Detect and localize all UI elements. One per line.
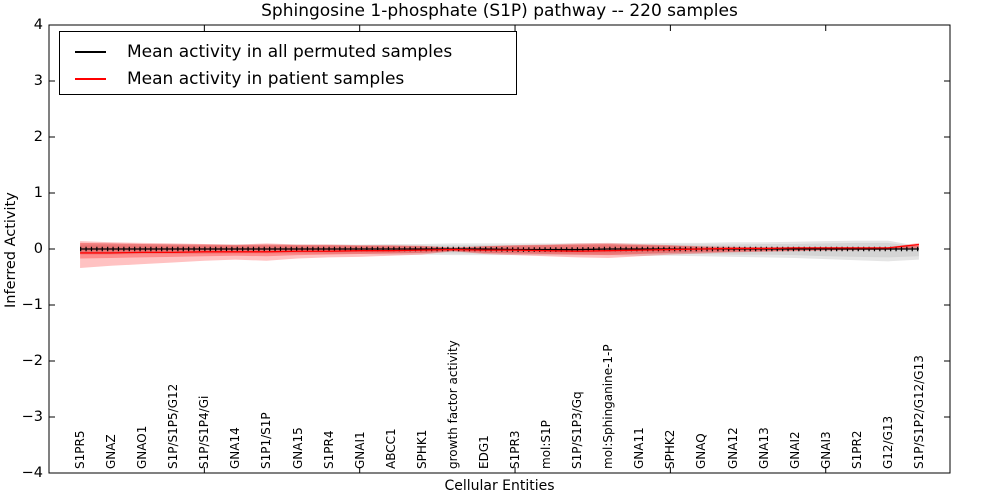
series-line [80,248,919,251]
x-category-label: SPHK1 [414,429,429,469]
x-category-label: growth factor activity [445,340,460,469]
x-category-label: GNAZ [104,434,119,469]
y-tick-label: −2 [21,353,43,369]
legend-line-red [75,78,106,80]
x-category-label: S1PR4 [321,430,336,469]
x-category-label: EDG1 [476,435,491,469]
x-category-label: S1P/S1P3/Gq [570,391,585,469]
legend-label: Mean activity in patient samples [127,69,405,89]
x-axis-label: Cellular Entities [444,478,555,494]
x-category-label: GNA15 [290,427,305,469]
x-category-label: GNA14 [228,427,243,469]
x-category-label: GNA13 [756,427,771,469]
y-tick-label: 0 [33,241,43,257]
y-tick-label: −1 [21,297,43,313]
legend-line-black [75,51,106,53]
x-category-label: S1PR2 [849,430,864,469]
x-category-label: S1P/S1P5/G12 [166,383,181,469]
confidence-band-patient-samples-spread-outer [80,241,919,269]
legend-item-patient: Mean activity in patient samples [60,67,516,91]
x-category-label: G12/G13 [880,415,895,469]
x-category-label: GNA11 [632,427,647,469]
x-category-label: S1PR3 [508,430,523,469]
y-tick-label: −4 [21,465,43,481]
y-tick-label: 2 [33,129,43,145]
legend-label: Mean activity in all permuted samples [127,42,453,62]
x-category-label: ABCC1 [383,428,398,469]
series-line [80,243,920,254]
confidence-band-permuted-samples-spread-outer [80,240,919,262]
x-category-label: GNAQ [694,433,709,469]
y-tick-label: 3 [33,73,43,89]
y-tick-label: −3 [21,409,43,425]
x-category-label: GNA12 [725,427,740,469]
x-category-label: GNAO1 [135,425,150,469]
x-category-label: GNAI2 [787,431,802,469]
x-category-label: S1P/S1P2/G12/G13 [911,355,926,469]
x-category-label: S1P1/S1P [259,412,274,469]
x-category-label: GNAI1 [352,431,367,469]
x-category-label: mol:Sphinganine-1-P [601,344,616,469]
chart-title: Sphingosine 1-phosphate (S1P) pathway --… [261,1,738,21]
x-category-label: S1PR5 [73,430,88,469]
y-tick-label: 1 [33,185,43,201]
x-category-label: SPHK2 [663,429,678,469]
x-category-label: GNAI3 [818,431,833,469]
legend-item-permuted: Mean activity in all permuted samples [60,40,516,64]
y-tick-label: 4 [33,17,43,33]
legend: Mean activity in all permuted samples Me… [59,31,517,95]
x-category-label: mol:S1P [539,420,554,469]
x-category-label: S1P/S1P4/Gi [197,395,212,469]
